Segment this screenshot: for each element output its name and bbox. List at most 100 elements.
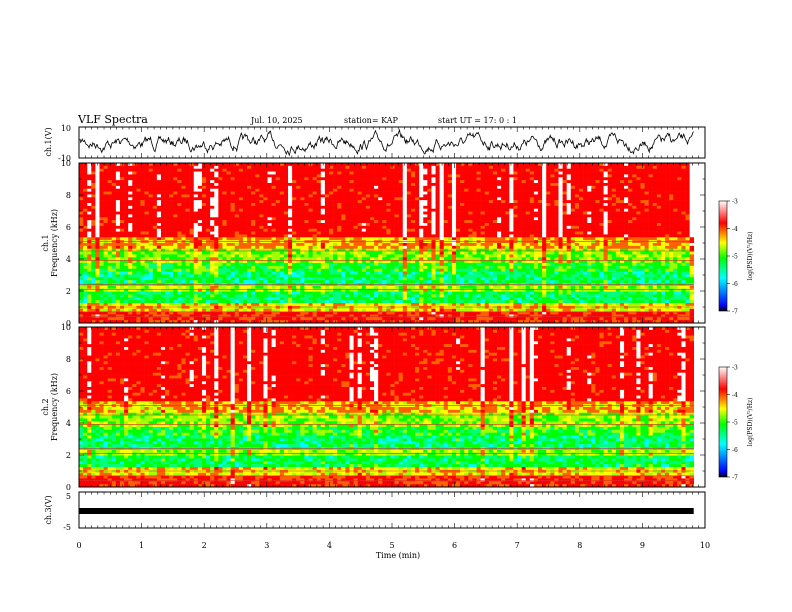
spectrogram-cell [251,200,256,204]
spectrogram-cell [660,217,666,221]
spectrogram-cell [427,197,432,201]
spectrogram-cell [357,191,363,195]
spectrogram-cell [513,223,518,227]
spectrogram-cell [251,194,256,198]
spectrogram-cell [497,174,502,178]
spectrogram-cell [550,197,555,201]
spectrogram-cell [583,225,588,230]
spectrogram-cell [595,243,600,247]
spectrogram-cell [619,237,625,241]
spectrogram-cell [193,234,199,238]
spectrogram-cell [419,214,424,218]
spectrogram-cell [574,217,580,221]
spectrogram-cell [546,165,551,170]
spectrogram-cell [427,254,432,258]
spectrogram-cell [525,248,531,252]
spectrogram-cell [587,223,592,227]
spectrogram-cell [656,194,662,198]
spectrogram-cell [251,185,256,190]
spectrogram-cell [484,203,490,207]
spectrogram-cell [546,254,551,258]
spectrogram-cell [587,231,592,235]
spectrogram-cell [87,200,92,204]
spectrogram-cell [255,245,260,250]
spectrogram-cell [628,214,633,218]
spectrogram-cell [484,208,490,212]
spectrogram-cell [152,214,158,218]
spectrogram-cell [238,168,244,172]
spectrogram-cell [242,214,248,218]
spectrogram-cell [271,174,277,178]
spectrogram-cell [119,191,125,195]
spectrogram-cell [472,237,477,241]
spectrogram-cell [316,223,322,227]
spectrogram-cell [197,200,203,204]
spectrogram-cell [689,165,695,170]
spectrogram-cell [431,214,436,218]
spectrogram-cell [83,240,88,244]
spectrogram-cell [328,237,334,241]
spectrogram-cell [271,163,277,167]
spectrogram-cell [197,188,203,192]
spectrogram-cell [550,237,555,241]
spectrogram-cell [669,214,674,218]
spectrogram-cell [263,171,268,175]
spectrogram-cell [238,163,244,167]
spectrogram-cell [369,171,375,175]
spectrogram-cell [374,245,379,250]
spectrogram-cell [628,211,633,215]
spectrogram-cell [484,231,490,235]
spectrogram-cell [271,203,277,207]
spectrogram-cell [316,248,322,252]
spectrogram-cell [382,180,387,184]
spectrogram-cell [431,225,436,230]
spectrogram-cell [304,197,309,201]
spectrogram-cell [685,191,690,195]
spectrogram-cell [423,208,428,212]
spectrogram-cell [562,251,567,255]
spectrogram-cell [652,208,658,212]
spectrogram-cell [128,223,133,227]
spectrogram-cell [374,171,379,175]
spectrogram-cell [333,197,338,201]
spectrogram-cell [263,183,268,187]
spectrogram-cell [349,223,354,227]
spectrogram-cell [513,188,518,192]
spectrogram-cell [529,183,535,187]
spectrogram-cell [468,211,473,215]
spectrogram-cell [509,211,514,215]
spectrogram-cell [423,183,428,187]
spectrogram-cell [611,248,617,252]
spectrogram-cell [296,174,301,178]
spectrogram-cell [390,237,395,241]
spectrogram-cell [124,225,129,230]
spectrogram-cell [169,183,174,187]
spectrogram-cell [341,220,346,224]
spectrogram-cell [619,163,625,167]
spectrogram-cell [353,174,358,178]
spectrogram-cell [333,194,338,198]
spectrogram-cell [406,220,412,224]
spectrogram-cell [247,225,252,230]
spectrogram-cell [328,191,334,195]
spectrogram-cell [234,237,240,241]
spectrogram-cell [665,203,670,207]
spectrogram-cell [410,168,416,172]
spectrogram-cell [361,174,367,178]
spectrogram-cell [222,245,227,250]
spectrogram-cell [652,217,658,221]
spectrogram-cell [296,200,301,204]
spectrogram-cell [550,231,555,235]
spectrogram-cell [267,211,272,215]
spectrogram-cell [308,200,313,204]
spectrogram-cell [238,217,244,221]
spectrogram-cell [312,188,317,192]
spectrogram-cell [320,165,326,170]
spectrogram-cell [255,208,260,212]
spectrogram-cell [324,177,330,181]
spectrogram-cell [271,194,277,198]
spectrogram-cell [607,223,613,227]
spectrogram-cell [156,225,162,230]
spectrogram-cell [300,231,305,235]
spectrogram-cell [304,251,309,255]
